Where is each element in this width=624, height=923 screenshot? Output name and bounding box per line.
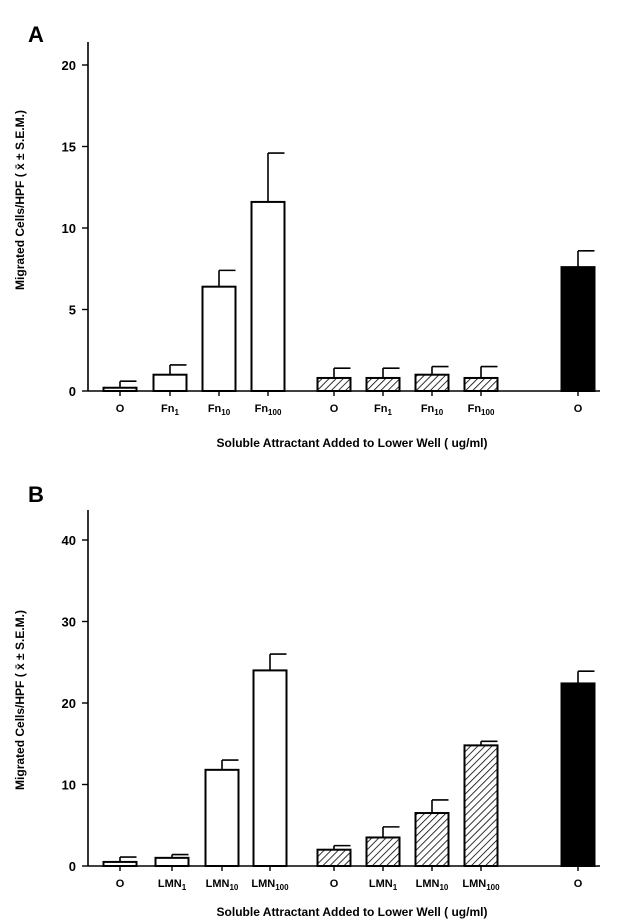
panel-a-y-axis-title: Migrated Cells/HPF ( x̄ ± S.E.M.) (13, 110, 27, 290)
panel-b-bar-2 (154, 856, 190, 867)
panel-a-marks: 0 5 10 15 20 O Fn1 Fn10 Fn100 O Fn1 Fn10 Fn100 O (62, 58, 596, 417)
panel-a-bar-4 (250, 200, 286, 392)
panel-b-category-label-9: O (574, 878, 583, 890)
panel-a-y-tick-label: 0 (69, 384, 76, 399)
panel-a-bar-1 (102, 386, 138, 392)
panel-b-y-tick-label: 40 (62, 533, 76, 548)
panel-a-bar-8 (463, 376, 499, 392)
panel-b-bar-5 (316, 848, 352, 868)
panel-b-category-label-1: O (116, 878, 125, 890)
panel-a-category-label-2: Fn1 (161, 403, 179, 417)
panel-a-category-label-5: O (330, 403, 339, 415)
panel-a-letter: A (28, 22, 44, 47)
panel-b-error-bar-2 (171, 853, 189, 858)
panel-a-error-bar-7 (431, 365, 449, 375)
panel-b-error-bar-4 (269, 653, 287, 671)
panel-b-y-tick-label: 10 (62, 778, 76, 793)
panel-a-bar-7 (414, 373, 450, 393)
panel-a-error-bar-5 (333, 367, 351, 378)
panel-a-bar-2 (152, 373, 188, 393)
panel-b-letter: B (28, 482, 44, 507)
panel-a-y-tick-label: 10 (62, 221, 76, 236)
panel-b-category-label-3: LMN10 (206, 878, 239, 892)
panel-a-bar-5 (316, 376, 352, 392)
panel-a-y-tick-label: 20 (62, 58, 76, 73)
panel-a-error-bar-9 (577, 250, 595, 268)
panel-b-x-axis-title: Soluble Attractant Added to Lower Well (… (217, 905, 488, 919)
panel-a-y-tick-label: 5 (69, 303, 76, 318)
panel-b-error-bar-9 (577, 670, 595, 684)
panel-b-chart: B Migrated Cells/HPF ( x̄ ± S.E.M.) Solu… (13, 482, 600, 919)
panel-a-category-label-9: O (574, 403, 583, 415)
panel-a-bar-9 (560, 266, 596, 392)
panel-b-marks: 0 10 20 30 40 O LMN1 LMN10 LMN100 O LMN1 LMN10 LMN10… (62, 533, 596, 892)
panel-b-error-bar-5 (333, 844, 351, 850)
panel-a-error-bar-3 (218, 269, 236, 287)
panel-b-y-axis-title: Migrated Cells/HPF ( x̄ ± S.E.M.) (13, 610, 27, 790)
panel-a-error-bar-4 (267, 152, 285, 202)
panel-a-category-label-6: Fn1 (374, 403, 392, 417)
panel-b-category-label-8: LMN100 (462, 878, 500, 892)
panel-a-bar-3 (201, 285, 237, 392)
panel-a-category-label-8: Fn100 (468, 403, 495, 417)
panel-a-error-bar-6 (382, 367, 400, 378)
panel-b-category-label-2: LMN1 (158, 878, 187, 892)
panel-a-bar-6 (365, 376, 401, 392)
panel-a-category-label-4: Fn100 (255, 403, 282, 417)
panel-b-category-label-7: LMN10 (416, 878, 449, 892)
panel-b-bar-7 (414, 812, 450, 868)
panel-a-error-bar-8 (480, 365, 498, 378)
panel-b-category-label-5: O (330, 878, 339, 890)
panel-b-error-bar-3 (221, 759, 239, 770)
panel-a-category-label-7: Fn10 (421, 403, 444, 417)
panel-b-error-bar-8 (480, 740, 498, 746)
panel-b-error-bar-6 (382, 826, 400, 838)
panel-b-bar-9 (560, 682, 596, 867)
panel-b-error-bar-7 (431, 799, 449, 814)
panel-b-error-bar-1 (119, 856, 137, 862)
panel-b-bar-6 (365, 836, 401, 867)
panel-b-y-tick-label: 20 (62, 696, 76, 711)
panel-b-y-tick-label: 30 (62, 615, 76, 630)
panel-a-chart: A Migrated Cells/HPF ( x̄ ± S.E.M.) Solu… (13, 22, 600, 450)
panel-b-category-label-4: LMN100 (251, 878, 289, 892)
panel-b-bar-3 (204, 768, 240, 868)
panel-b-y-tick-label: 0 (69, 859, 76, 874)
panel-a-category-label-3: Fn10 (208, 403, 231, 417)
panel-a-y-tick-label: 15 (62, 140, 76, 155)
panel-a-error-bar-2 (169, 364, 187, 375)
panel-b-category-label-6: LMN1 (369, 878, 398, 892)
panel-b-bar-1 (102, 860, 138, 867)
panel-a-category-label-1: O (116, 403, 125, 415)
panel-b-bar-4 (252, 669, 288, 868)
panel-a-error-bar-1 (119, 380, 137, 388)
panel-a-x-axis-title: Soluble Attractant Added to Lower Well (… (217, 436, 488, 450)
panel-b-bar-8 (463, 744, 499, 868)
